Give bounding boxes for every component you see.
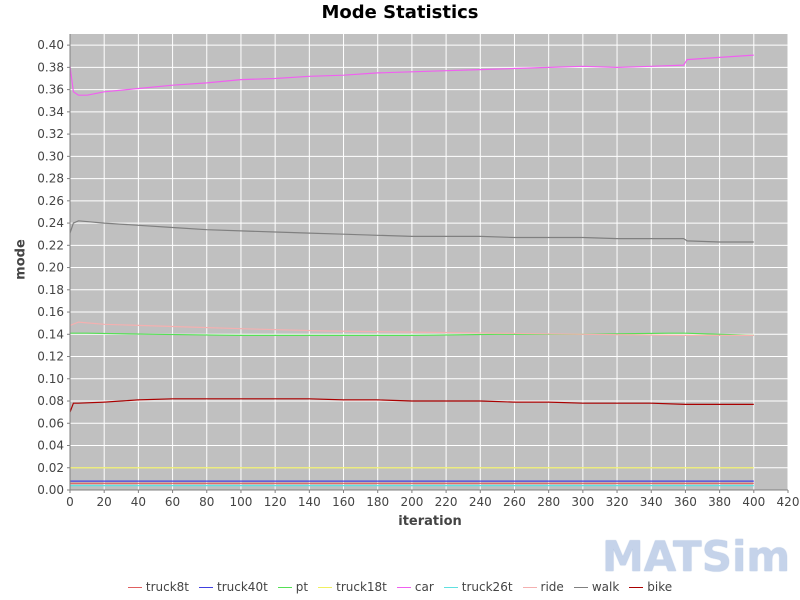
- y-tick-label: 0.12: [37, 350, 64, 364]
- x-tick-label: 120: [264, 495, 287, 509]
- series-line-walk: [69, 220, 754, 243]
- axes: 0.00 0.02 0.04 0.06 0.08 0.10 0.12 0.14 0.16 0.18…: [37, 34, 799, 509]
- legend-label: walk: [591, 580, 620, 594]
- y-tick-label: 0.18: [37, 283, 64, 297]
- y-tick-label: 0.38: [37, 60, 64, 74]
- y-tick-label: 0.28: [37, 172, 64, 186]
- legend-label: ride: [540, 580, 564, 594]
- x-tick-label: 420: [777, 495, 800, 509]
- legend-swatch: [277, 586, 292, 588]
- y-tick-label: 0.14: [37, 327, 64, 341]
- x-tick-label: 260: [503, 495, 526, 509]
- y-tick-label: 0.24: [37, 216, 64, 230]
- y-tick-label: 0.34: [37, 105, 64, 119]
- x-tick-label: 80: [199, 495, 214, 509]
- legend: truck8t truck40t pt truck18t car truck26t ride…: [0, 580, 800, 594]
- legend-label: truck8t: [145, 580, 190, 594]
- y-axis-label: mode: [13, 239, 29, 280]
- x-tick-label: 240: [469, 495, 492, 509]
- legend-swatch: [199, 586, 214, 588]
- legend-item-truck8t: truck8t: [127, 580, 190, 594]
- y-tick-label: 0.06: [37, 416, 64, 430]
- y-tick-label: 0.22: [37, 238, 64, 252]
- y-tick-label: 0.26: [37, 194, 64, 208]
- y-tick-label: 0.00: [37, 483, 64, 497]
- y-tick-label: 0.40: [37, 38, 64, 52]
- x-tick-label: 40: [131, 495, 146, 509]
- legend-item-pt: pt: [277, 580, 309, 594]
- x-tick-label: 0: [66, 495, 74, 509]
- matsim-logo: MATSim: [602, 532, 791, 581]
- legend-swatch: [127, 586, 142, 588]
- x-tick-label: 180: [366, 495, 389, 509]
- x-tick-label: 380: [708, 495, 731, 509]
- legend-swatch: [443, 586, 458, 588]
- series-lines: [69, 54, 754, 487]
- y-tick-label: 0.30: [37, 149, 64, 163]
- y-tick-label: 0.10: [37, 372, 64, 386]
- x-tick-label: 200: [400, 495, 423, 509]
- legend-swatch: [522, 586, 537, 588]
- legend-item-truck18t: truck18t: [318, 580, 387, 594]
- x-tick-label: 400: [742, 495, 765, 509]
- x-tick-label: 100: [229, 495, 252, 509]
- x-tick-label: 160: [332, 495, 355, 509]
- y-tick-label: 0.04: [37, 439, 64, 453]
- series-line-ride: [69, 321, 754, 336]
- x-tick-label: 320: [606, 495, 629, 509]
- y-tick-label: 0.08: [37, 394, 64, 408]
- series-line-car: [69, 54, 754, 96]
- legend-swatch: [573, 586, 588, 588]
- legend-swatch: [396, 586, 411, 588]
- legend-item-truck40t: truck40t: [199, 580, 268, 594]
- plot-background: [70, 34, 788, 490]
- legend-item-car: car: [396, 580, 434, 594]
- legend-label: truck26t: [461, 580, 513, 594]
- legend-swatch: [629, 586, 644, 588]
- legend-item-ride: ride: [522, 580, 564, 594]
- x-tick-label: 220: [435, 495, 458, 509]
- legend-item-walk: walk: [573, 580, 620, 594]
- series-line-bike: [69, 398, 754, 413]
- x-tick-label: 140: [298, 495, 321, 509]
- legend-swatch: [318, 586, 333, 588]
- y-tick-label: 0.02: [37, 461, 64, 475]
- legend-label: bike: [647, 580, 673, 594]
- legend-label: truck18t: [336, 580, 387, 594]
- chart-title: Mode Statistics: [321, 2, 479, 23]
- legend-label: car: [414, 580, 434, 594]
- legend-label: pt: [295, 580, 309, 594]
- x-tick-label: 280: [537, 495, 560, 509]
- legend-item-bike: bike: [629, 580, 672, 594]
- y-tick-label: 0.20: [37, 261, 64, 275]
- legend-item-truck26t: truck26t: [443, 580, 513, 594]
- x-tick-label: 340: [640, 495, 663, 509]
- x-tick-label: 60: [165, 495, 180, 509]
- x-tick-label: 300: [571, 495, 594, 509]
- series-line-pt: [70, 332, 754, 336]
- y-tick-label: 0.16: [37, 305, 64, 319]
- x-axis-label: iteration: [398, 514, 462, 529]
- y-tick-label: 0.32: [37, 127, 64, 141]
- legend-label: truck40t: [217, 580, 268, 594]
- x-tick-label: 20: [97, 495, 112, 509]
- x-tick-label: 360: [674, 495, 697, 509]
- y-tick-label: 0.36: [37, 83, 64, 97]
